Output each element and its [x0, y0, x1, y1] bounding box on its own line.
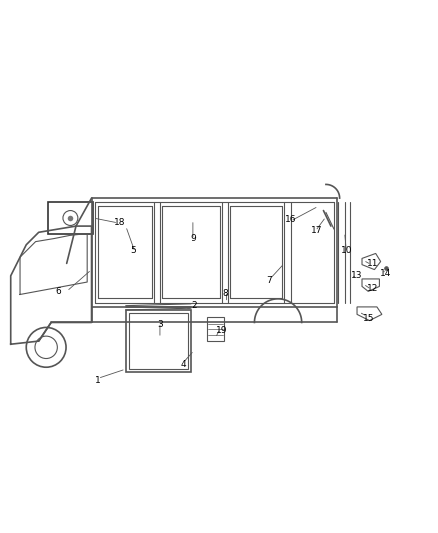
Text: 19: 19: [216, 326, 227, 335]
Text: 16: 16: [285, 215, 296, 224]
Text: 1: 1: [95, 376, 101, 385]
Text: 6: 6: [56, 287, 61, 296]
Text: 14: 14: [380, 270, 391, 278]
Text: 15: 15: [363, 313, 374, 322]
Text: 2: 2: [191, 301, 197, 310]
Text: 13: 13: [351, 271, 363, 280]
Text: 17: 17: [311, 226, 322, 235]
Text: 3: 3: [157, 320, 163, 329]
Text: 10: 10: [341, 246, 353, 255]
Text: 4: 4: [180, 360, 186, 369]
Text: 9: 9: [190, 234, 196, 243]
Text: 7: 7: [266, 276, 272, 285]
Text: 8: 8: [223, 289, 228, 298]
Text: 12: 12: [367, 284, 378, 293]
Text: 18: 18: [114, 219, 125, 228]
Text: 11: 11: [367, 259, 378, 268]
Text: 5: 5: [131, 246, 136, 255]
